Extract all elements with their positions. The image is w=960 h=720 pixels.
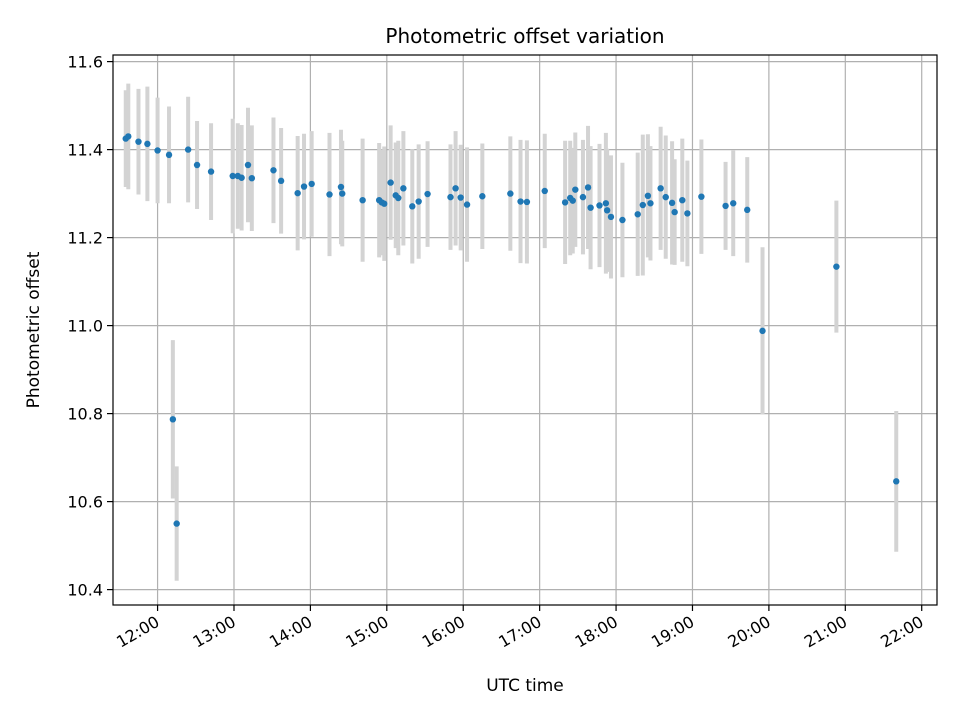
data-point: [339, 190, 346, 197]
data-point: [602, 200, 610, 207]
data-point: [579, 193, 587, 201]
y-tick-label: 10.6: [67, 493, 103, 512]
data-point: [639, 201, 647, 209]
data-point: [507, 190, 514, 197]
y-axis-ticks: 10.4 10.6 10.8 11.0 11.2 11.4 11.6: [67, 53, 113, 600]
data-point: [572, 186, 579, 193]
data-point: [400, 185, 407, 192]
y-tick-label: 11.0: [67, 317, 103, 336]
y-tick-label: 10.4: [67, 581, 103, 600]
data-point: [523, 198, 531, 206]
data-point: [300, 183, 308, 190]
data-point: [184, 146, 192, 153]
data-point: [722, 202, 729, 210]
data-point: [308, 180, 315, 188]
chart-title: Photometric offset variation: [385, 24, 664, 48]
data-point: [457, 194, 464, 201]
data-point: [238, 174, 245, 181]
data-point: [125, 133, 132, 140]
data-point: [587, 204, 594, 211]
data-point: [569, 197, 576, 204]
data-point: [447, 193, 454, 201]
data-point: [359, 197, 366, 204]
data-point: [229, 172, 236, 180]
data-point: [387, 179, 394, 186]
data-point: [730, 200, 737, 207]
data-point: [479, 193, 486, 200]
y-tick-label: 11.4: [67, 141, 103, 160]
data-point: [662, 193, 669, 201]
data-point: [684, 210, 691, 217]
data-point: [634, 211, 641, 218]
data-point: [409, 203, 416, 210]
data-point: [668, 199, 676, 207]
data-point: [647, 200, 654, 207]
data-point: [381, 200, 388, 207]
data-point: [596, 202, 603, 209]
data-point: [415, 198, 422, 205]
data-point: [207, 168, 215, 175]
data-point: [561, 199, 569, 206]
data-point: [424, 190, 431, 198]
data-point: [584, 184, 592, 191]
data-point: [173, 520, 180, 527]
data-point: [144, 140, 151, 148]
data-point: [169, 416, 177, 423]
data-point: [517, 198, 524, 205]
data-point: [603, 207, 611, 214]
data-point: [833, 263, 840, 270]
data-point: [698, 193, 705, 200]
data-point: [248, 175, 256, 182]
data-point: [395, 194, 402, 202]
data-points: [122, 133, 900, 527]
y-axis-title: Photometric offset: [24, 251, 44, 408]
data-point: [452, 185, 459, 192]
data-point: [657, 185, 664, 192]
data-point: [270, 167, 277, 174]
data-point: [337, 183, 345, 191]
data-point: [744, 206, 751, 214]
data-point: [671, 208, 678, 216]
x-axis-title: UTC time: [486, 676, 564, 696]
data-point: [619, 216, 626, 224]
data-point: [326, 191, 333, 198]
data-point: [135, 138, 142, 145]
data-point: [244, 161, 252, 169]
data-point: [679, 197, 686, 204]
y-tick-label: 11.6: [67, 53, 103, 72]
data-point: [294, 189, 301, 197]
data-point: [154, 147, 161, 154]
y-tick-label: 11.2: [67, 229, 103, 248]
data-point: [193, 161, 201, 169]
data-point: [607, 213, 615, 221]
data-point: [165, 151, 173, 159]
data-point: [759, 327, 766, 335]
y-tick-label: 10.8: [67, 405, 103, 424]
data-point: [644, 192, 652, 199]
data-point: [277, 177, 285, 185]
data-point: [463, 201, 471, 208]
data-point: [893, 478, 900, 485]
data-point: [541, 187, 548, 195]
plot-frame: [112, 54, 938, 606]
